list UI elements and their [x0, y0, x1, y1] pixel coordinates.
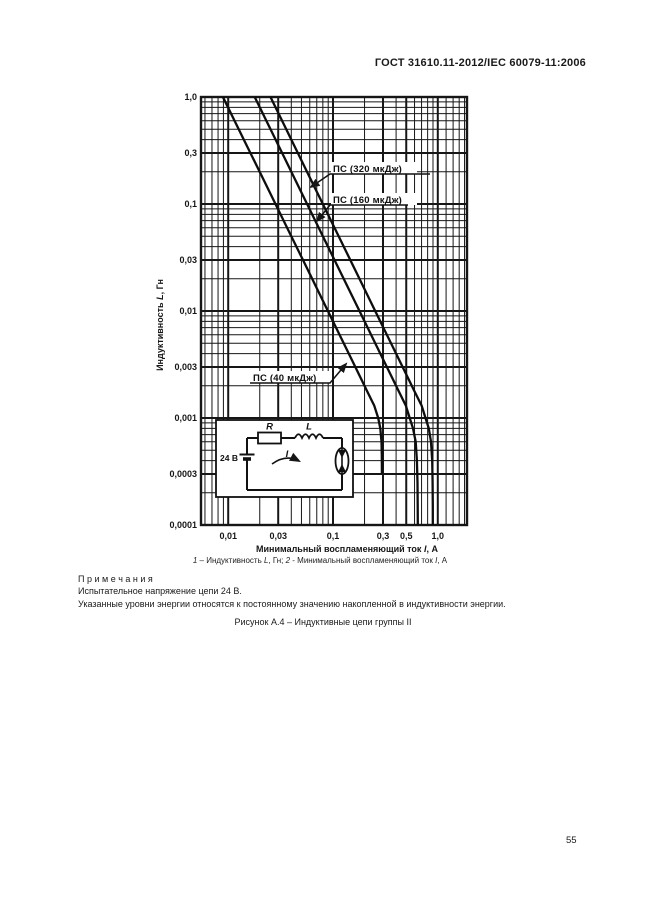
page-number: 55 [566, 835, 577, 846]
curve-annotations: ПС (320 мкДж) ПС (160 мкДж) ПС (40 мкДж) [250, 162, 430, 384]
x-tick-label: 0,3 [377, 531, 390, 541]
y-tick-label: 0,01 [179, 306, 197, 316]
figure-caption: Рисунок А.4 – Индуктивные цепи группы II [234, 617, 412, 627]
x-tick-label: 0,1 [327, 531, 340, 541]
current-direction-arrow [271, 452, 301, 465]
x-tick-label: 1,0 [432, 531, 445, 541]
y-axis-title: Индуктивность L, Гн [155, 279, 165, 371]
tick-labels: 1,0 0,3 0,1 0,03 0,01 0,003 0,001 0,0003 0,0001 0… [169, 92, 444, 541]
y-tick-label: 0,1 [184, 199, 197, 209]
inset-circuit: 24 В R L I [215, 419, 354, 498]
caption-part: 2 [285, 556, 291, 565]
caption-part: – Индуктивность [197, 556, 264, 565]
caption-part: 1 [192, 556, 198, 565]
x-tick-label: 0,03 [269, 531, 287, 541]
note-line-2: Указанные уровни энергии относятся к пос… [78, 598, 506, 609]
curve-label-160uJ: ПС (160 мкДж) [333, 195, 402, 206]
curve-40uJ [221, 96, 384, 474]
plot-border [199, 95, 469, 527]
curve-160uJ [253, 96, 419, 526]
curve-label-40uJ: ПС (40 мкДж) [253, 373, 317, 384]
x-tick-label: 0,5 [400, 531, 413, 541]
curve-320uJ [269, 96, 434, 525]
note-line-1: Испытательное напряжение цепи 24 В. [78, 586, 242, 597]
x-axis-title: Минимальный воспламеняющий ток I, А [256, 544, 438, 554]
caption-part: I [435, 556, 438, 565]
resistor-symbol [257, 431, 282, 445]
x-tick-label: 0,01 [219, 531, 237, 541]
y-tick-label: 0,003 [174, 362, 197, 372]
y-tick-label: 0,001 [174, 413, 197, 423]
inductor-label: L [306, 422, 312, 433]
y-tick-label: 0,0001 [169, 520, 197, 530]
caption-part: L [263, 556, 269, 565]
log-log-chart: 24 В R L I ПС (320 мкДж) ПС (160 мкДж) ПС (40 … [155, 92, 469, 554]
axis-legend-caption: 1 – Индуктивность L, Гн; 2 - Минимальный… [150, 556, 490, 565]
energy-curves [221, 96, 434, 526]
standard-header: ГОСТ 31610.11-2012/IEC 60079-11:2006 [374, 57, 586, 69]
y-tick-label: 1,0 [184, 92, 197, 102]
caption-part: , Гн; [268, 556, 286, 565]
y-tick-label: 0,3 [184, 148, 197, 158]
caption-part: , А [437, 556, 448, 565]
battery-voltage-label: 24 В [220, 453, 238, 463]
resistor-label: R [266, 422, 273, 433]
curve-label-320uJ: ПС (320 мкДж) [333, 164, 402, 175]
y-tick-label: 0,0003 [169, 469, 197, 479]
caption-part: - Минимальный воспламеняющий ток [290, 556, 436, 565]
inductor-symbol [294, 433, 324, 441]
y-tick-label: 0,03 [179, 255, 197, 265]
current-label: I [286, 449, 289, 460]
notes-block: П р и м е ч а н и я Испытательное напряж… [78, 573, 588, 610]
notes-heading: П р и м е ч а н и я [78, 574, 153, 584]
